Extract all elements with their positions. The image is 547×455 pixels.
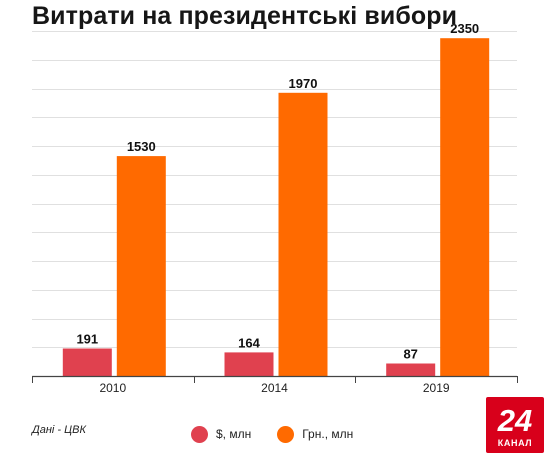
legend-label-usd: $, млн (216, 427, 252, 441)
source-note: Дані - ЦВК (32, 424, 86, 436)
bar-usd-2014 (224, 352, 274, 376)
legend-swatch-usd (191, 425, 208, 443)
channel-24-logo: 24 КАНАЛ (486, 397, 544, 453)
x-tick-label: 2019 (423, 381, 450, 395)
legend-swatch-uah (277, 425, 295, 443)
bar-uah-2014 (278, 92, 328, 377)
x-tick-label: 2010 (99, 381, 126, 395)
logo-number: 24 (497, 403, 532, 438)
data-label: 164 (238, 335, 260, 350)
bar-usd-2010 (62, 348, 112, 376)
legend-item-uah: Грн., млн (277, 425, 354, 443)
chart-legend: $, млн Грн., млн (191, 424, 379, 444)
chart-title: Витрати на президентські вибори (32, 2, 458, 30)
data-label: 87 (403, 347, 417, 362)
logo-background (486, 397, 544, 453)
legend-item-usd: $, млн (191, 425, 252, 443)
data-label: 2350 (450, 21, 479, 36)
data-label: 1970 (289, 76, 318, 91)
x-tick-label: 2014 (261, 381, 288, 395)
data-label: 1530 (127, 139, 156, 154)
bar-uah-2019 (440, 38, 490, 376)
logo-text: КАНАЛ (498, 438, 532, 448)
bar-usd-2019 (386, 363, 436, 376)
bar-uah-2010 (116, 156, 166, 376)
legend-label-uah: Грн., млн (302, 427, 354, 441)
data-label: 191 (76, 332, 98, 347)
